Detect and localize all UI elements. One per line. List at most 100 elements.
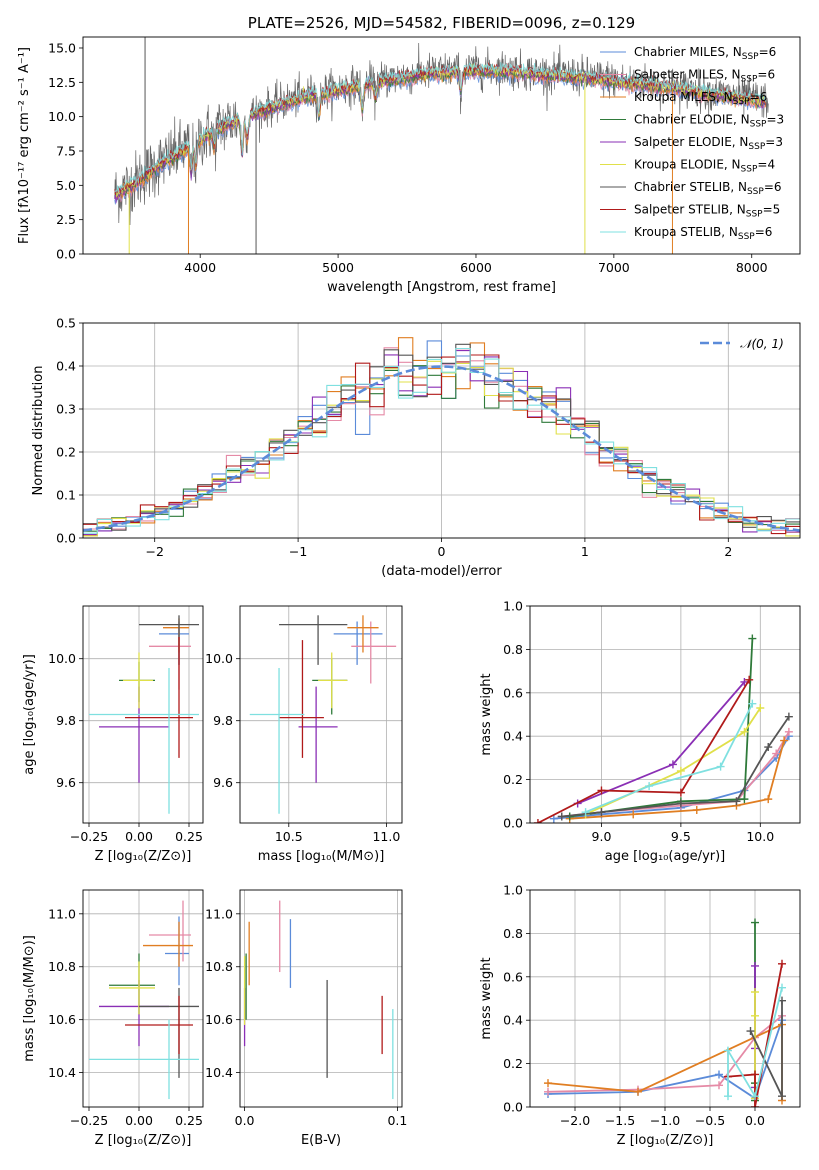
histogram-k_stelib xyxy=(83,347,800,534)
weight-marker xyxy=(676,788,685,797)
weight-marker xyxy=(751,1011,759,1020)
plot-area xyxy=(544,918,786,1107)
legend-entry: Kroupa STELIB, NSSP=6 xyxy=(634,225,772,242)
x-axis-label: wavelength [Angstrom, rest frame] xyxy=(327,280,556,295)
y-tick-label: 12.5 xyxy=(48,75,76,90)
x-axis-label: Z [log₁₀(Z/Z⊙)] xyxy=(95,849,192,864)
x-tick-label: 8000 xyxy=(736,260,768,275)
y-tick-label: 0.2 xyxy=(56,445,76,460)
x-axis-label: Z [log₁₀(Z/Z⊙)] xyxy=(617,1133,714,1148)
x-axis-label: mass [log₁₀(M/M⊙)] xyxy=(258,849,385,864)
legend-entry: Chabrier ELODIE, NSSP=3 xyxy=(634,113,784,130)
weight-marker xyxy=(676,799,685,808)
x-tick-label: 0 xyxy=(438,544,446,559)
weight-marker xyxy=(764,795,773,804)
weight-marker xyxy=(751,1092,759,1101)
y-tick-label: 10.8 xyxy=(205,959,233,974)
plot-area xyxy=(249,615,397,814)
weight-marker xyxy=(716,762,725,771)
plot-area xyxy=(243,900,394,1100)
weight-marker xyxy=(676,766,685,775)
x-tick-label: 0.00 xyxy=(125,829,153,844)
y-tick-label: 2.5 xyxy=(56,212,76,227)
plot-area xyxy=(114,37,769,254)
chart-title: PLATE=2526, MJD=54582, FIBERID=0096, z=0… xyxy=(248,14,635,32)
y-tick-label: 1.0 xyxy=(503,883,523,898)
plot-massweight_vs_age: 9.0 9.5 10.0 0.0 0.2 0.4 0.6 0.8 1.0 age [log₁₀(a… xyxy=(479,599,801,864)
y-tick-label: 15.0 xyxy=(48,40,76,55)
x-tick-label: −2.0 xyxy=(560,1113,590,1128)
y-tick-label: 9.8 xyxy=(56,713,76,728)
plot-age_vs_mass: 10.5 11.0 9.6 9.8 10.0 mass [log₁₀(M/M⊙)] xyxy=(205,605,403,864)
normal-curve xyxy=(83,365,800,532)
y-tick-label: 0.4 xyxy=(503,729,523,744)
axes-frame xyxy=(82,36,801,255)
legend-entry: Salpeter MILES, NSSP=6 xyxy=(634,68,775,85)
plot-area xyxy=(89,615,199,814)
weight-marker xyxy=(784,712,793,721)
weight-line-s_stelib xyxy=(537,679,750,823)
y-tick-label: 10.6 xyxy=(205,1012,233,1027)
legend-entry: Kroupa MILES, NSSP=6 xyxy=(634,90,767,107)
y-tick-label: 0.2 xyxy=(503,1056,523,1071)
y-tick-label: 7.5 xyxy=(56,143,76,158)
weight-marker xyxy=(778,1092,786,1101)
x-tick-label: 2 xyxy=(724,544,732,559)
legend-entry: Kroupa ELODIE, NSSP=4 xyxy=(634,158,775,175)
y-tick-label: 0.0 xyxy=(503,816,523,831)
y-tick-label: 10.4 xyxy=(205,1065,233,1080)
plot-mass_vs_Z: −0.25 0.00 0.25 10.4 10.6 10.8 11.0 Z [log₁₀(Z/… xyxy=(22,889,204,1148)
x-tick-label: −0.25 xyxy=(70,829,108,844)
weight-marker xyxy=(784,727,793,736)
y-tick-label: 10.0 xyxy=(48,651,76,666)
x-tick-label: 0.0 xyxy=(745,1113,765,1128)
x-tick-label: −1.5 xyxy=(605,1113,635,1128)
y-tick-label: 10.4 xyxy=(48,1065,76,1080)
weight-marker xyxy=(751,1070,759,1079)
weight-marker xyxy=(751,961,759,970)
y-tick-label: 9.6 xyxy=(56,775,76,790)
x-tick-label: 0.25 xyxy=(175,829,203,844)
y-axis-label: mass weight xyxy=(479,957,494,1039)
weight-marker xyxy=(645,782,654,791)
x-tick-label: 4000 xyxy=(184,260,216,275)
histogram-s_stelib xyxy=(83,354,800,535)
weight-line-k_stelib xyxy=(585,703,754,813)
weight-marker xyxy=(748,634,757,643)
weight-marker xyxy=(715,1081,723,1090)
y-tick-label: 0.8 xyxy=(503,926,523,941)
x-tick-label: 11.0 xyxy=(372,829,400,844)
weight-marker xyxy=(780,736,789,745)
y-axis-label: Flux [fλ10⁻¹⁷ erg cm⁻² s⁻¹ A⁻¹] xyxy=(17,47,32,244)
weight-marker xyxy=(544,1079,552,1088)
weight-marker xyxy=(544,1087,552,1096)
y-tick-label: 0.2 xyxy=(503,772,523,787)
weight-marker xyxy=(740,727,749,736)
weight-marker xyxy=(715,1070,723,1079)
weight-marker xyxy=(732,797,741,806)
axes-frame xyxy=(239,889,403,1108)
weight-marker xyxy=(778,983,786,992)
y-tick-label: 11.0 xyxy=(48,906,76,921)
x-axis-label: E(B-V) xyxy=(301,1133,341,1148)
weight-marker xyxy=(533,819,542,823)
weight-marker xyxy=(724,1046,732,1055)
plot-spectrum: 4000 5000 6000 7000 8000 0.0 2.5 5.0 7.5 10.0 12.5… xyxy=(17,36,801,295)
plot-residuals: −2 −1 0 1 2 0.0 0.1 0.2 0.3 0.4 0.5 (data-model)/er… xyxy=(31,316,801,579)
plot-age_vs_Z: −0.25 0.00 0.25 9.6 9.8 10.0 Z [log₁₀(Z/Z⊙)] ag… xyxy=(22,605,204,864)
weight-marker xyxy=(692,805,701,814)
weight-marker xyxy=(724,1092,732,1101)
weight-marker xyxy=(772,749,781,758)
y-tick-label: 10.8 xyxy=(48,959,76,974)
weight-marker xyxy=(581,808,590,817)
axes-frame xyxy=(529,605,801,824)
x-tick-label: −2 xyxy=(145,544,163,559)
legend-entry: Chabrier MILES, NSSP=6 xyxy=(634,45,776,62)
weight-line-c_stelib xyxy=(561,716,790,818)
y-axis-label: age [log₁₀(age/yr)] xyxy=(22,654,37,775)
y-tick-label: 0.0 xyxy=(56,247,76,262)
x-tick-label: 0.0 xyxy=(235,1113,255,1128)
x-axis-label: age [log₁₀(age/yr)] xyxy=(605,849,726,864)
x-tick-label: 0.00 xyxy=(125,1113,153,1128)
weight-line-k_stelib xyxy=(727,987,783,1099)
